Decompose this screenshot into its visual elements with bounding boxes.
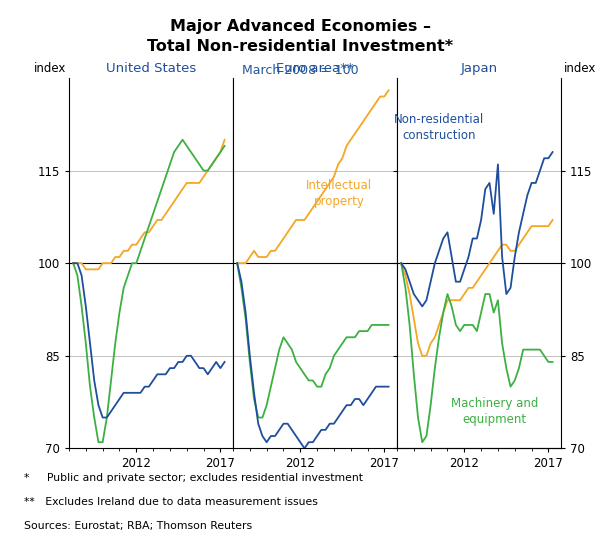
Text: **   Excludes Ireland due to data measurement issues: ** Excludes Ireland due to data measurem…: [24, 497, 318, 507]
Title: Japan: Japan: [460, 62, 497, 75]
Text: index: index: [564, 62, 596, 75]
Title: United States: United States: [106, 62, 196, 75]
Text: Intellectual
property: Intellectual property: [306, 179, 372, 208]
Text: Non-residential
construction: Non-residential construction: [394, 113, 484, 142]
Text: index: index: [34, 62, 66, 75]
Text: *     Public and private sector; excludes residential investment: * Public and private sector; excludes re…: [24, 473, 363, 483]
Text: Major Advanced Economies –
Total Non-residential Investment*: Major Advanced Economies – Total Non-res…: [147, 19, 453, 53]
Text: Machinery and
equipment: Machinery and equipment: [451, 397, 538, 426]
Text: March 2008 = 100: March 2008 = 100: [242, 64, 358, 77]
Title: Euro area**: Euro area**: [276, 62, 354, 75]
Text: Sources: Eurostat; RBA; Thomson Reuters: Sources: Eurostat; RBA; Thomson Reuters: [24, 521, 252, 531]
